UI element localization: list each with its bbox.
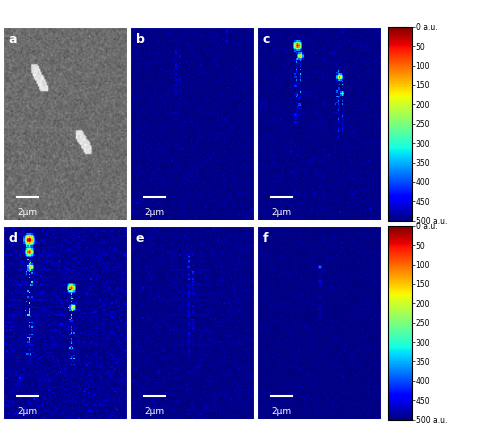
Text: 2μm: 2μm <box>17 208 38 217</box>
Text: d: d <box>8 232 18 245</box>
Text: a: a <box>8 33 17 46</box>
Text: e: e <box>136 232 144 245</box>
Text: 2μm: 2μm <box>17 407 38 416</box>
Text: b: b <box>136 33 144 46</box>
Text: 2μm: 2μm <box>144 407 165 416</box>
Text: 2μm: 2μm <box>144 208 165 217</box>
Text: 2μm: 2μm <box>271 208 291 217</box>
Text: f: f <box>262 232 268 245</box>
Text: 2μm: 2μm <box>271 407 291 416</box>
Text: c: c <box>262 33 270 46</box>
